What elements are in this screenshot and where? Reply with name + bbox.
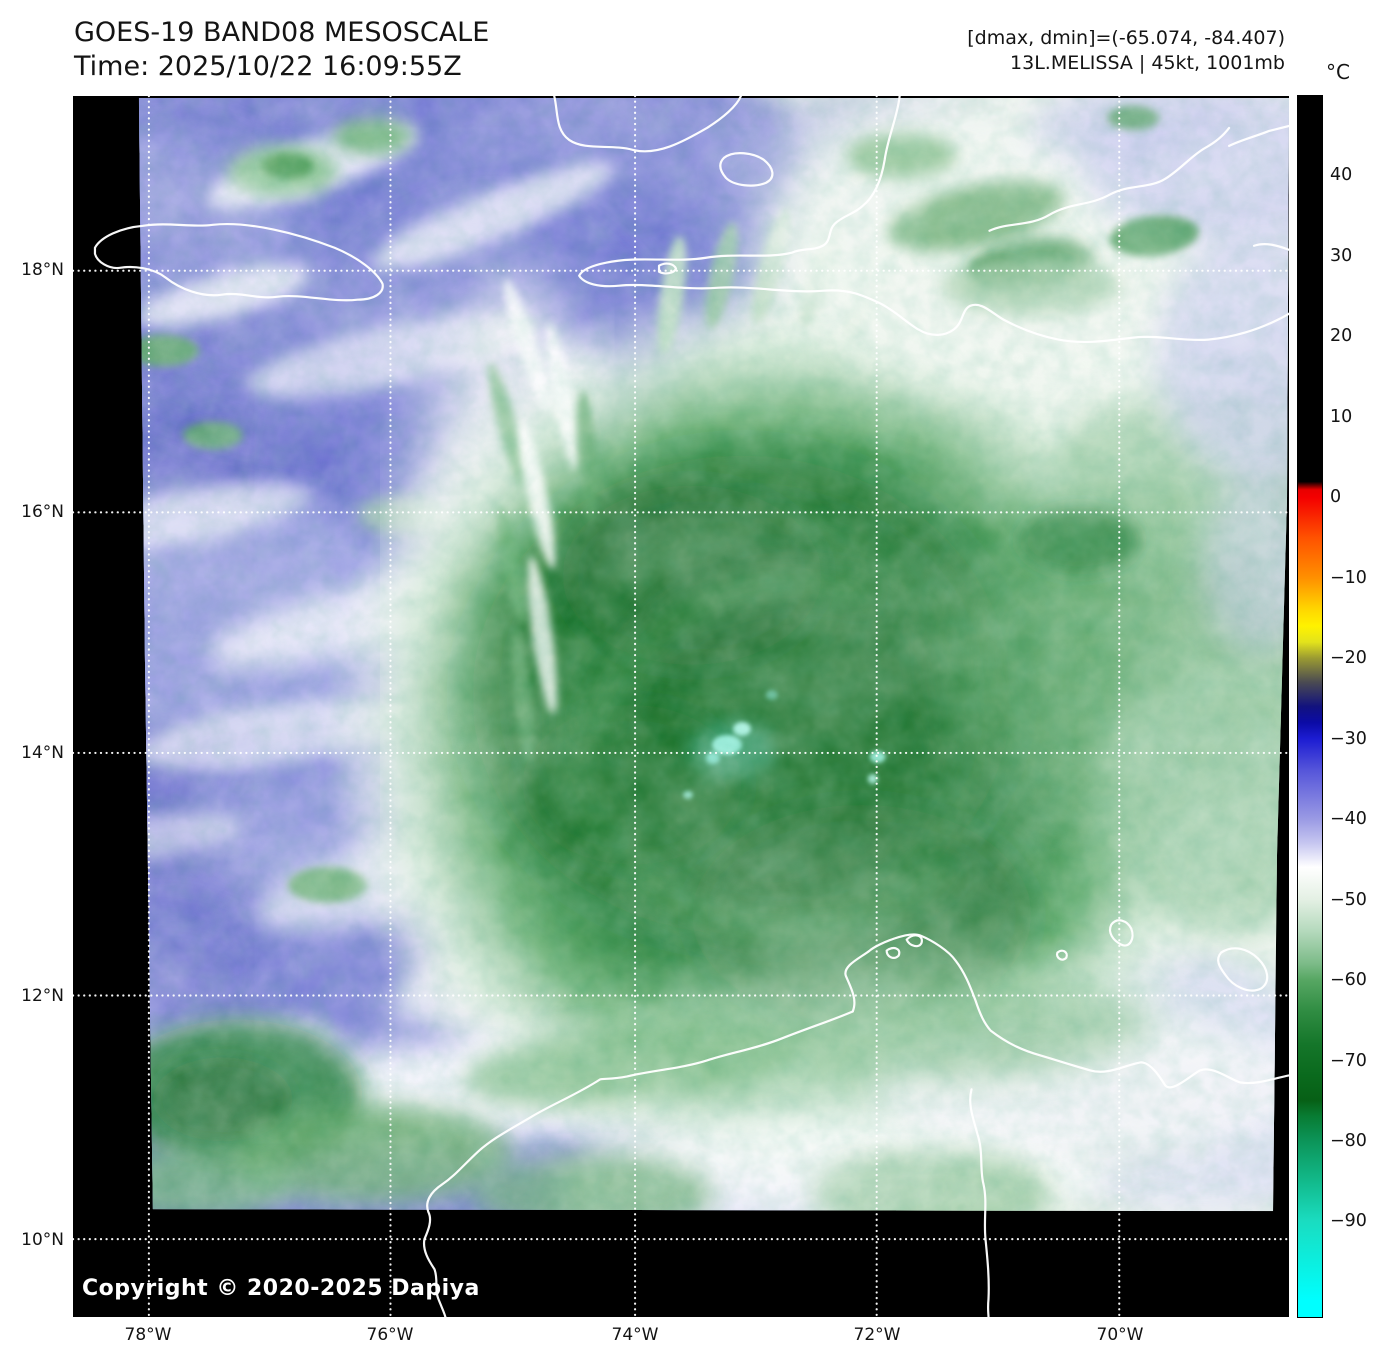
colorbar-tick-label: −80 [1330,1130,1367,1152]
colorbar-tick-label: 30 [1330,245,1352,267]
colorbar-tick-label: −10 [1330,567,1367,589]
info-storm: 13L.MELISSA | 45kt, 1001mb [967,51,1285,76]
colorbar-tick-label: 40 [1330,164,1352,186]
title-band: GOES-19 BAND08 MESOSCALE [74,16,489,50]
colorbar-tick-label: 10 [1330,406,1352,428]
colorbar-gradient [1297,95,1323,1318]
lon-tick-label: 70°W [1078,1324,1162,1346]
colorbar-tick-label: −90 [1330,1210,1367,1232]
water-vapor-raster [73,96,1289,1317]
colorbar-tick-label: −40 [1330,808,1367,830]
lat-tick-label: 10°N [0,1229,64,1251]
lat-tick-label: 18°N [0,259,64,281]
lon-tick-label: 76°W [348,1324,432,1346]
lon-tick-label: 78°W [106,1324,190,1346]
colorbar-ticks: 40 30 20 10 0 −10 −20 −30 −40 −50 −60 −70 −80 −90 [1330,95,1388,1318]
colorbar-tick-label: 0 [1330,486,1341,508]
colorbar-tick-label: −70 [1330,1050,1367,1072]
colorbar-tick-label: −30 [1330,728,1367,750]
copyright-watermark: Copyright © 2020-2025 Dapiya [82,1276,480,1301]
colorbar-tick-label: −50 [1330,889,1367,911]
colorbar-tick-label: −20 [1330,647,1367,669]
lat-tick-label: 14°N [0,742,64,764]
lat-tick-label: 12°N [0,985,64,1007]
info-dmax-dmin: [dmax, dmin]=(-65.074, -84.407) [967,26,1285,51]
colorbar-tick-label: −60 [1330,969,1367,991]
lon-tick-label: 72°W [835,1324,919,1346]
map-frame [72,95,1290,1318]
header-info: [dmax, dmin]=(-65.074, -84.407) 13L.MELI… [967,26,1285,76]
page-title: GOES-19 BAND08 MESOSCALE Time: 2025/10/2… [74,16,489,84]
title-time: Time: 2025/10/22 16:09:55Z [74,50,489,84]
colorbar-tick-label: 20 [1330,325,1352,347]
colorbar-unit-label: °C [1326,60,1350,84]
satellite-scene [73,96,1289,1317]
lon-tick-label: 74°W [593,1324,677,1346]
lat-tick-label: 16°N [0,501,64,523]
